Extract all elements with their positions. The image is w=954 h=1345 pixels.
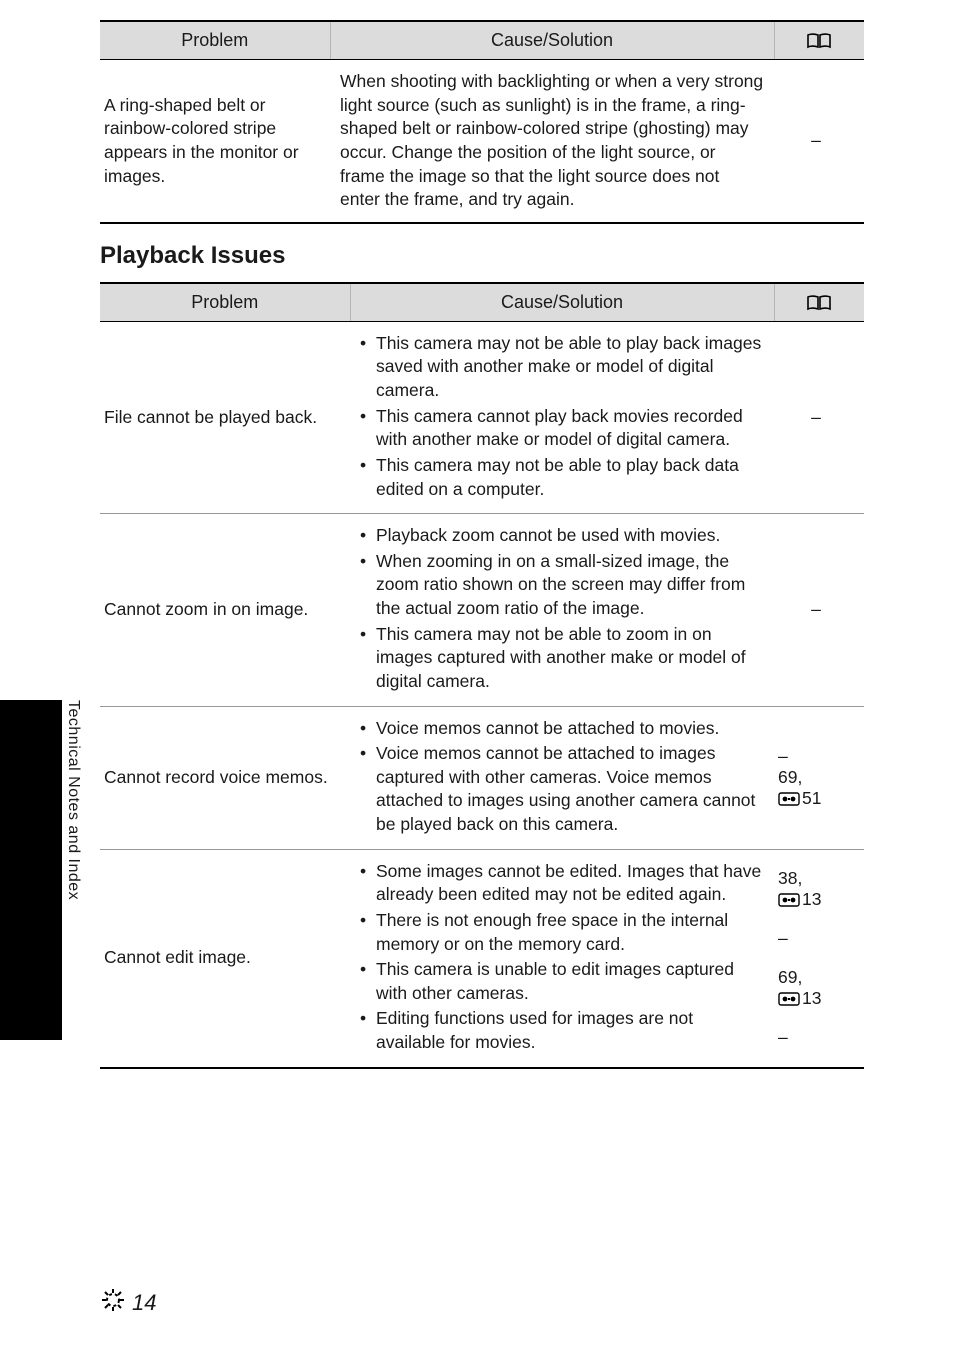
- section-title-playback: Playback Issues: [100, 242, 864, 270]
- issues-table-1: Problem Cause/Solution A ring-shaped bel…: [100, 20, 864, 224]
- list-item: This camera may not be able to zoom in o…: [360, 623, 764, 694]
- table-row: Cannot edit image.Some images cannot be …: [100, 849, 864, 1068]
- ref-line: 38,: [778, 868, 854, 889]
- cell-cause: When shooting with backlighting or when …: [330, 60, 774, 223]
- ref-line: –: [778, 746, 854, 767]
- book-icon: [806, 294, 832, 312]
- cell-problem: Cannot record voice memos.: [100, 706, 350, 849]
- cell-cause: Voice memos cannot be attached to movies…: [350, 706, 774, 849]
- cell-cause: This camera may not be able to play back…: [350, 321, 774, 513]
- list-item: Voice memos cannot be attached to movies…: [360, 717, 764, 741]
- list-item: Editing functions used for images are no…: [360, 1007, 764, 1054]
- page-root: Technical Notes and Index Problem Cause/…: [0, 0, 954, 1345]
- ref-line: 51: [778, 788, 854, 809]
- cell-problem: File cannot be played back.: [100, 321, 350, 513]
- table-header-row: Problem Cause/Solution: [100, 283, 864, 322]
- page-footer: 14: [100, 1287, 156, 1319]
- issues-table-2: Problem Cause/Solution File cannot be pl…: [100, 282, 864, 1069]
- list-item: Some images cannot be edited. Images tha…: [360, 860, 764, 907]
- col-header-ref: [774, 283, 864, 322]
- list-item: Playback zoom cannot be used with movies…: [360, 524, 764, 548]
- col-header-problem: Problem: [100, 283, 350, 322]
- cell-ref: –: [774, 321, 864, 513]
- list-item: When zooming in on a small-sized image, …: [360, 550, 764, 621]
- list-item: This camera may not be able to play back…: [360, 454, 764, 501]
- page-number: 14: [132, 1290, 156, 1316]
- ref-line: –: [778, 928, 854, 949]
- book-icon: [806, 32, 832, 50]
- footer-icon: [100, 1287, 126, 1319]
- cell-problem: Cannot zoom in on image.: [100, 514, 350, 706]
- ref-line: –: [778, 1027, 854, 1048]
- list-item: Voice memos cannot be attached to images…: [360, 742, 764, 837]
- list-item: This camera is unable to edit images cap…: [360, 958, 764, 1005]
- cell-cause: Playback zoom cannot be used with movies…: [350, 514, 774, 706]
- cell-ref: –69,51: [774, 706, 864, 849]
- table-row: A ring-shaped belt or rainbow-colored st…: [100, 60, 864, 223]
- side-tab-label: Technical Notes and Index: [64, 700, 82, 900]
- col-header-cause: Cause/Solution: [330, 21, 774, 60]
- cell-ref: –: [774, 60, 864, 223]
- side-tab: [0, 700, 62, 1040]
- cell-ref: 38,13–69,13–: [774, 849, 864, 1068]
- ref-line: 13: [778, 889, 854, 910]
- cell-cause: Some images cannot be edited. Images tha…: [350, 849, 774, 1068]
- cell-ref: –: [774, 514, 864, 706]
- list-item: There is not enough free space in the in…: [360, 909, 764, 956]
- ref-line: 69,: [778, 967, 854, 988]
- col-header-problem: Problem: [100, 21, 330, 60]
- ref-line: 69,: [778, 767, 854, 788]
- ref-line: 13: [778, 988, 854, 1009]
- col-header-cause: Cause/Solution: [350, 283, 774, 322]
- table-row: Cannot zoom in on image. Playback zoom ca…: [100, 514, 864, 706]
- table-row: Cannot record voice memos.Voice memos ca…: [100, 706, 864, 849]
- list-item: This camera may not be able to play back…: [360, 332, 764, 403]
- table-row: File cannot be played back.This camera m…: [100, 321, 864, 513]
- list-item: This camera cannot play back movies reco…: [360, 405, 764, 452]
- cell-problem: Cannot edit image.: [100, 849, 350, 1068]
- table-header-row: Problem Cause/Solution: [100, 21, 864, 60]
- cell-problem: A ring-shaped belt or rainbow-colored st…: [100, 60, 330, 223]
- col-header-ref: [774, 21, 864, 60]
